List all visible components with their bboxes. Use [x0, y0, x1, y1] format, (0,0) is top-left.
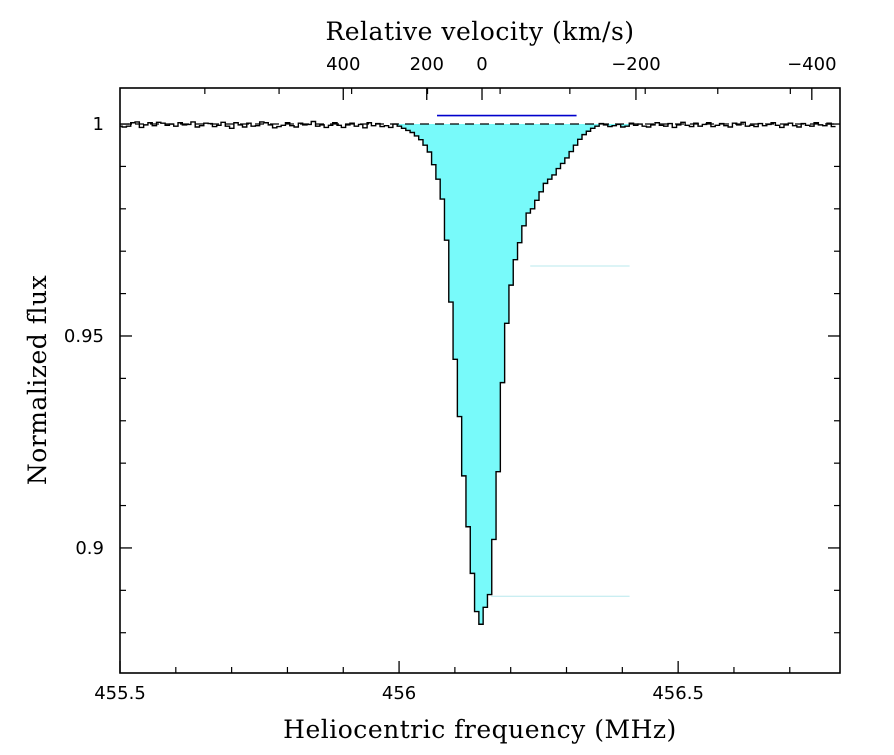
top-tick-label: 200: [410, 54, 444, 75]
y-tick-label: 1: [93, 114, 104, 135]
spectrum-line-layer: [120, 120, 836, 625]
absorption-area: [395, 124, 635, 625]
x-tick-label: 455.5: [94, 683, 146, 704]
x-tick-label: 456.5: [652, 683, 704, 704]
top-tick-label: −200: [611, 54, 660, 75]
x-tick-label: 456: [382, 683, 416, 704]
absorption-fill-layer: [395, 124, 635, 625]
x-axis-title: Heliocentric frequency (MHz): [283, 715, 677, 744]
plot-frame: [119, 87, 841, 674]
top-axis-title: Relative velocity (km/s): [325, 17, 634, 46]
y-tick-label: 0.95: [64, 326, 104, 347]
y-axis-title: Normalized flux: [23, 275, 52, 485]
top-tick-label: −400: [787, 54, 836, 75]
top-tick-label: 0: [476, 54, 487, 75]
y-tick-label: 0.9: [75, 538, 104, 559]
axis-ticks: [119, 88, 840, 673]
tick-labels: 455.5 456 456.5 0.9 0.95 1 400 200 0 −200 −400: [64, 54, 837, 704]
faint-level-lines: [491, 265, 630, 597]
top-tick-label: 400: [326, 54, 360, 75]
spectrum-series-line: [120, 120, 836, 625]
